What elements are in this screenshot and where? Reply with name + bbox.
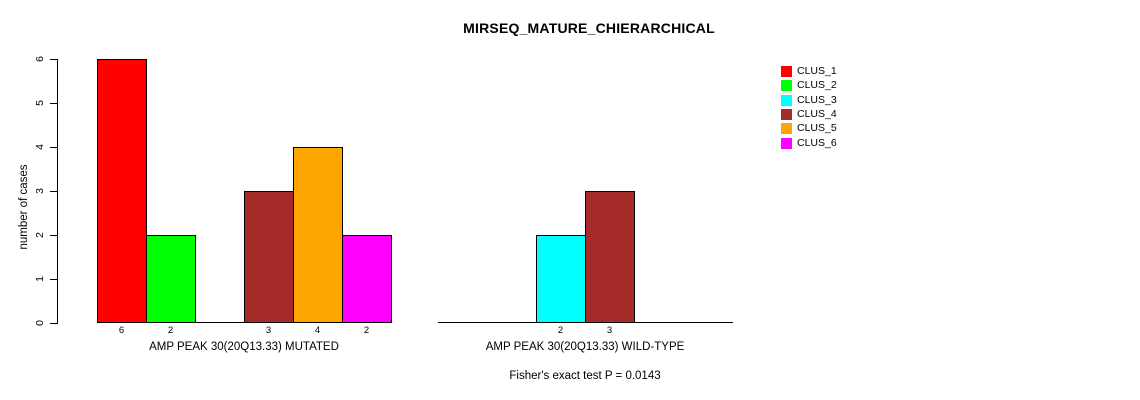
y-tick-label: 0 — [34, 320, 46, 326]
y-tick — [50, 191, 57, 192]
y-tick — [50, 59, 57, 60]
bar-clus_4-group2 — [585, 191, 635, 323]
bar-value-label: 2 — [557, 325, 564, 336]
y-axis-line — [57, 59, 58, 324]
y-tick-label: 3 — [34, 188, 46, 194]
legend-swatch-clus_1 — [781, 66, 792, 77]
bar-clus_1-group1 — [97, 59, 147, 323]
legend-label: CLUS_1 — [797, 65, 837, 77]
legend-swatch-clus_4 — [781, 108, 792, 120]
y-tick-label: 2 — [34, 232, 46, 238]
legend-label: CLUS_3 — [797, 93, 837, 106]
y-axis-label: number of cases — [18, 164, 30, 250]
bar-value-label: 2 — [167, 325, 174, 336]
bar-value-label: 3 — [606, 325, 613, 336]
bar-value-label: 3 — [265, 325, 272, 336]
legend-swatch-clus_5 — [781, 123, 792, 135]
bar-value-label: 6 — [118, 325, 125, 336]
group-label-2: AMP PEAK 30(20Q13.33) WILD-TYPE — [485, 341, 685, 353]
y-tick-label: 4 — [34, 144, 46, 150]
bar-clus_2-group1 — [146, 235, 196, 323]
legend-label: CLUS_4 — [797, 107, 837, 120]
y-tick-label: 5 — [34, 100, 46, 106]
group-label-1: AMP PEAK 30(20Q13.33) MUTATED — [149, 341, 339, 353]
legend-swatch-clus_6 — [781, 137, 792, 149]
bar-value-label: 4 — [314, 325, 321, 336]
y-tick — [50, 235, 57, 236]
legend-label: CLUS_6 — [797, 136, 837, 149]
bar-clus_5-group1 — [293, 147, 343, 323]
bar-clus_3-group2 — [536, 235, 586, 323]
legend-swatch-clus_2 — [781, 80, 792, 92]
bar-clus_4-group1 — [244, 191, 294, 323]
y-tick — [50, 323, 57, 324]
y-tick-label: 6 — [34, 56, 46, 62]
bar-clus_6-group1 — [342, 235, 392, 323]
bar-value-label: 2 — [363, 325, 370, 336]
legend-label: CLUS_5 — [797, 122, 837, 135]
legend-label: CLUS_2 — [797, 79, 837, 92]
chart-title: MIRSEQ_MATURE_CHIERARCHICAL — [463, 20, 715, 36]
y-tick — [50, 279, 57, 280]
y-tick — [50, 103, 57, 104]
fisher-test-annotation: Fisher's exact test P = 0.0143 — [509, 370, 661, 382]
y-tick — [50, 147, 57, 148]
y-tick-label: 1 — [34, 276, 46, 282]
legend-swatch-clus_3 — [781, 94, 792, 106]
